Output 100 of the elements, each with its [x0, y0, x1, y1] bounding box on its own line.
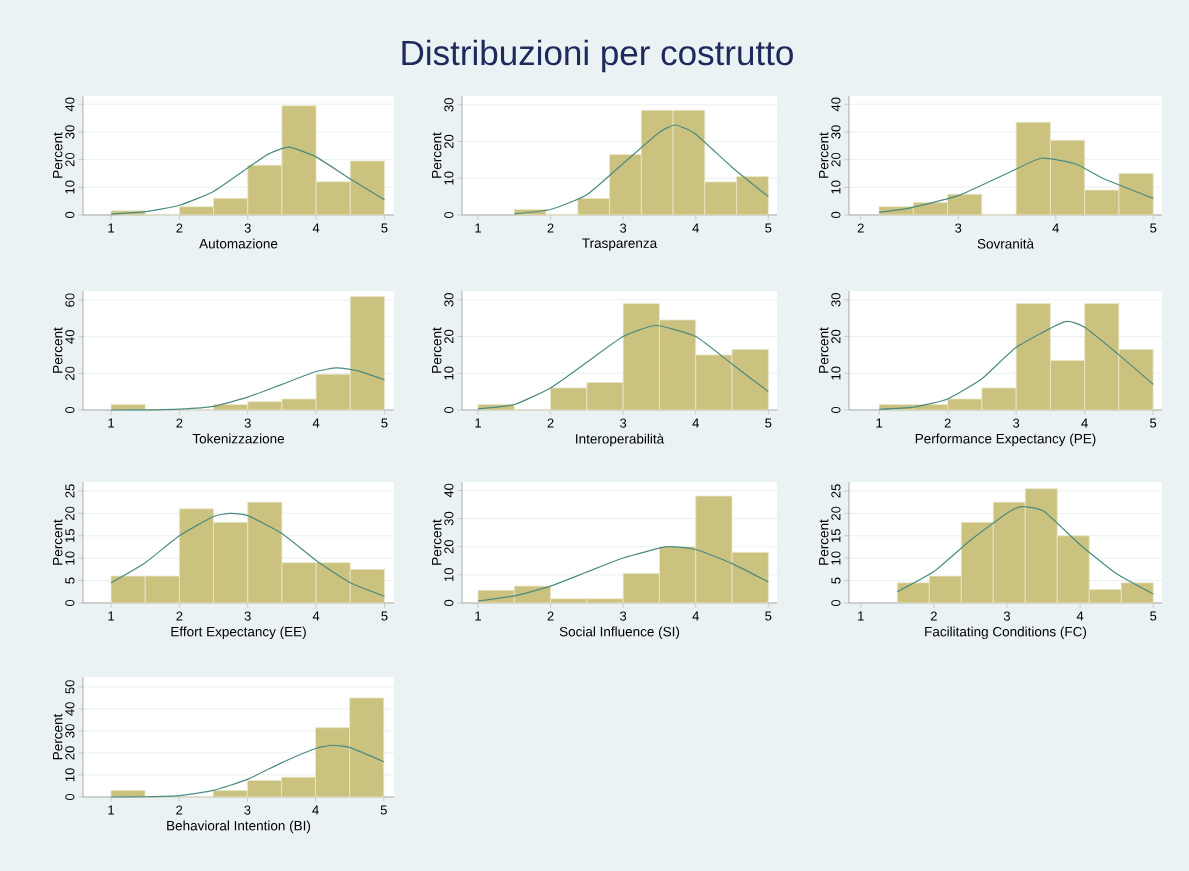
x-axis-title: Behavioral Intention (BI): [167, 820, 311, 834]
x-tick-label: 3: [244, 805, 251, 815]
y-tick-label: 30: [65, 724, 75, 738]
x-tick-label: 2: [547, 611, 554, 621]
x-tick-label: 2: [176, 611, 183, 621]
y-tick-label: 10: [831, 551, 841, 565]
y-tick-label: 10: [65, 551, 75, 565]
x-tick-label: 5: [765, 418, 772, 428]
x-tick-label: 4: [692, 611, 699, 621]
x-tick-label: 5: [765, 223, 772, 233]
x-tick-label: 1: [108, 611, 115, 621]
x-tick-label: 1: [475, 223, 481, 233]
y-tick-label: 0: [444, 406, 454, 414]
y-tick-label: 5: [831, 577, 841, 584]
x-tick-label: 2: [547, 223, 554, 233]
y-tick-label: 40: [65, 702, 75, 716]
y-tick-label: 50: [65, 680, 75, 694]
line-series: [878, 320, 1154, 410]
x-tick-label: 5: [380, 805, 387, 815]
y-axis-title: Percent: [53, 327, 63, 373]
x-tick-label: 3: [1003, 611, 1011, 621]
y-tick-label: 10: [444, 171, 454, 185]
x-tick-label: 4: [312, 223, 320, 233]
line-series: [110, 367, 386, 411]
y-tick-label: 0: [65, 406, 75, 414]
y-tick-label: 20: [65, 506, 75, 520]
line-series: [477, 545, 769, 602]
x-axis-title: Facilitating Conditions (FC): [925, 626, 1087, 640]
x-tick-label: 4: [692, 223, 699, 233]
y-axis-title: Percent: [819, 132, 829, 178]
line-series: [513, 124, 769, 215]
x-tick-label: 5: [765, 611, 772, 621]
y-tick-label: 20: [831, 506, 841, 520]
x-axis-title: Effort Expectancy (EE): [171, 626, 306, 640]
y-axis-title: Percent: [53, 519, 63, 565]
x-tick-label: 2: [176, 805, 183, 815]
y-tick-label: 20: [65, 746, 75, 760]
x-tick-label: 3: [955, 223, 962, 233]
x-axis-title: Trasparenza: [582, 238, 658, 251]
y-tick-label: 25: [65, 484, 75, 498]
y-tick-label: 20: [65, 152, 75, 167]
line-series: [477, 324, 769, 410]
y-tick-label: 10: [444, 568, 454, 582]
x-tick-label: 1: [475, 418, 481, 428]
x-axis-title: Interoperabilità: [576, 433, 665, 447]
x-tick-label: 4: [312, 805, 319, 815]
y-tick-label: 10: [65, 180, 75, 194]
x-tick-label: 1: [475, 611, 481, 621]
y-tick-label: 20: [831, 329, 841, 344]
y-axis-title: Percent: [819, 327, 829, 373]
x-tick-label: 2: [857, 223, 864, 233]
x-tick-label: 1: [876, 418, 883, 428]
y-tick-label: 20: [444, 134, 454, 149]
y-tick-label: 40: [831, 97, 841, 112]
y-tick-label: 0: [831, 406, 841, 414]
y-tick-label: 0: [831, 211, 841, 219]
y-tick-label: 0: [65, 793, 75, 801]
x-axis-title: Performance Expectancy (PE): [915, 433, 1096, 447]
x-tick-label: 5: [381, 611, 388, 621]
y-tick-label: 0: [444, 599, 454, 607]
y-axis-title: Percent: [432, 519, 442, 565]
y-axis-title: Percent: [432, 132, 442, 178]
y-tick-label: 40: [65, 97, 75, 112]
x-tick-label: 3: [620, 611, 627, 621]
y-axis-title: Percent: [819, 519, 829, 565]
y-tick-label: 10: [65, 768, 75, 782]
y-tick-label: 30: [444, 511, 454, 526]
y-tick-label: 10: [444, 366, 454, 380]
x-tick-label: 3: [620, 223, 627, 233]
y-tick-label: 20: [444, 329, 454, 344]
y-axis-title: Percent: [432, 327, 442, 373]
x-tick-label: 3: [620, 418, 627, 428]
x-tick-label: 4: [312, 611, 320, 621]
x-tick-label: 1: [108, 418, 115, 428]
x-axis-title: Social Influence (SI): [559, 626, 680, 640]
x-tick-label: 2: [176, 223, 183, 233]
x-tick-label: 1: [108, 805, 114, 815]
y-tick-label: 40: [444, 483, 454, 498]
x-tick-label: 3: [244, 611, 251, 621]
y-tick-label: 30: [444, 98, 454, 112]
y-tick-label: 60: [65, 293, 75, 307]
x-tick-label: 4: [1076, 611, 1084, 621]
y-tick-label: 30: [65, 125, 75, 139]
x-tick-label: 4: [1052, 223, 1059, 233]
x-axis-title: Automazione: [199, 238, 278, 249]
y-tick-label: 10: [831, 366, 841, 380]
text: Distribuzioni per costrutto: [402, 39, 793, 73]
y-tick-label: 0: [65, 211, 75, 219]
y-tick-label: 0: [65, 599, 75, 607]
y-tick-label: 20: [831, 152, 841, 167]
y-tick-label: 20: [65, 366, 75, 380]
x-tick-label: 1: [108, 223, 115, 233]
y-tick-label: 0: [444, 211, 454, 219]
y-tick-label: 10: [831, 180, 841, 194]
x-tick-label: 5: [381, 223, 388, 233]
x-tick-label: 4: [1081, 418, 1088, 428]
y-tick-label: 40: [65, 330, 75, 344]
y-axis-title: Percent: [53, 713, 63, 760]
x-tick-label: 5: [1150, 418, 1157, 428]
y-tick-label: 30: [444, 293, 454, 307]
